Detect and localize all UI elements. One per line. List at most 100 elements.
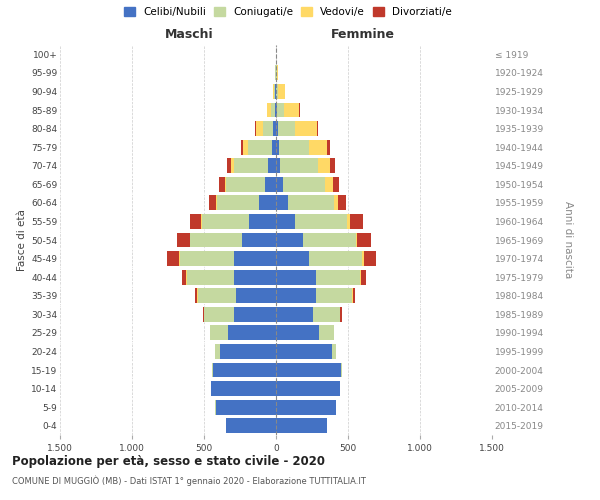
Bar xyxy=(274,84,275,99)
Bar xyxy=(203,307,204,322)
Text: Femmine: Femmine xyxy=(331,28,394,42)
Bar xyxy=(316,270,360,284)
Bar xyxy=(276,140,278,154)
Bar xyxy=(356,232,358,248)
Bar xyxy=(278,84,285,99)
Bar xyxy=(220,344,276,359)
Bar xyxy=(250,214,276,229)
Text: COMUNE DI MUGGIÒ (MB) - Dati ISTAT 1° gennaio 2020 - Elaborazione TUTTITALIA.IT: COMUNE DI MUGGIÒ (MB) - Dati ISTAT 1° ge… xyxy=(12,475,366,486)
Bar xyxy=(204,307,234,322)
Bar xyxy=(216,196,217,210)
Bar xyxy=(226,177,265,192)
Bar xyxy=(276,344,332,359)
Text: Popolazione per età, sesso e stato civile - 2020: Popolazione per età, sesso e stato civil… xyxy=(12,455,325,468)
Bar xyxy=(273,84,274,99)
Bar xyxy=(227,158,231,173)
Bar xyxy=(277,66,278,80)
Bar xyxy=(277,84,278,99)
Bar xyxy=(276,251,309,266)
Bar xyxy=(276,362,341,378)
Bar xyxy=(272,140,276,154)
Bar xyxy=(229,326,276,340)
Bar xyxy=(167,251,179,266)
Bar xyxy=(316,288,352,303)
Bar xyxy=(319,326,334,340)
Bar xyxy=(276,196,287,210)
Bar xyxy=(190,232,242,248)
Bar xyxy=(276,177,283,192)
Bar xyxy=(267,102,271,118)
Bar xyxy=(295,121,317,136)
Bar xyxy=(187,270,234,284)
Bar xyxy=(302,232,356,248)
Bar xyxy=(332,344,336,359)
Bar xyxy=(276,121,278,136)
Bar xyxy=(276,232,302,248)
Bar xyxy=(360,270,361,284)
Bar xyxy=(177,232,190,248)
Bar xyxy=(318,158,331,173)
Bar xyxy=(211,381,276,396)
Bar xyxy=(201,214,202,229)
Bar xyxy=(275,102,276,118)
Bar xyxy=(212,362,276,378)
Bar xyxy=(215,400,276,414)
Bar xyxy=(265,177,276,192)
Bar xyxy=(224,177,226,192)
Bar xyxy=(276,214,295,229)
Bar xyxy=(317,121,318,136)
Bar xyxy=(334,177,340,192)
Text: Maschi: Maschi xyxy=(165,28,214,42)
Bar xyxy=(248,140,272,154)
Bar xyxy=(358,232,371,248)
Bar xyxy=(295,214,347,229)
Bar xyxy=(182,270,186,284)
Bar xyxy=(276,288,316,303)
Bar xyxy=(287,196,334,210)
Bar xyxy=(241,140,243,154)
Bar xyxy=(194,288,197,303)
Bar xyxy=(271,102,275,118)
Bar xyxy=(309,251,362,266)
Bar xyxy=(347,214,350,229)
Bar xyxy=(259,196,276,210)
Bar xyxy=(327,140,330,154)
Bar xyxy=(202,214,250,229)
Bar xyxy=(334,196,338,210)
Bar xyxy=(340,307,341,322)
Bar xyxy=(350,214,363,229)
Bar xyxy=(215,344,220,359)
Bar xyxy=(364,251,376,266)
Bar xyxy=(231,158,233,173)
Bar xyxy=(325,177,334,192)
Bar xyxy=(331,158,335,173)
Bar xyxy=(276,418,327,433)
Y-axis label: Anni di nascita: Anni di nascita xyxy=(563,202,574,278)
Bar xyxy=(219,177,224,192)
Bar xyxy=(313,307,340,322)
Bar xyxy=(309,140,327,154)
Bar xyxy=(256,121,263,136)
Bar xyxy=(278,121,295,136)
Legend: Celibi/Nubili, Coniugati/e, Vedovi/e, Divorziati/e: Celibi/Nubili, Coniugati/e, Vedovi/e, Di… xyxy=(122,5,454,20)
Bar xyxy=(283,177,325,192)
Bar xyxy=(353,288,355,303)
Bar xyxy=(276,381,340,396)
Bar xyxy=(197,288,236,303)
Bar xyxy=(211,326,229,340)
Bar xyxy=(284,102,299,118)
Bar xyxy=(234,307,276,322)
Bar xyxy=(278,140,309,154)
Bar xyxy=(361,270,365,284)
Bar xyxy=(362,251,364,266)
Bar xyxy=(233,251,276,266)
Bar xyxy=(255,121,256,136)
Bar xyxy=(276,307,313,322)
Bar xyxy=(276,400,336,414)
Bar xyxy=(190,214,201,229)
Bar xyxy=(338,196,346,210)
Bar xyxy=(242,232,276,248)
Y-axis label: Fasce di età: Fasce di età xyxy=(17,209,27,271)
Bar xyxy=(209,196,216,210)
Bar xyxy=(276,158,280,173)
